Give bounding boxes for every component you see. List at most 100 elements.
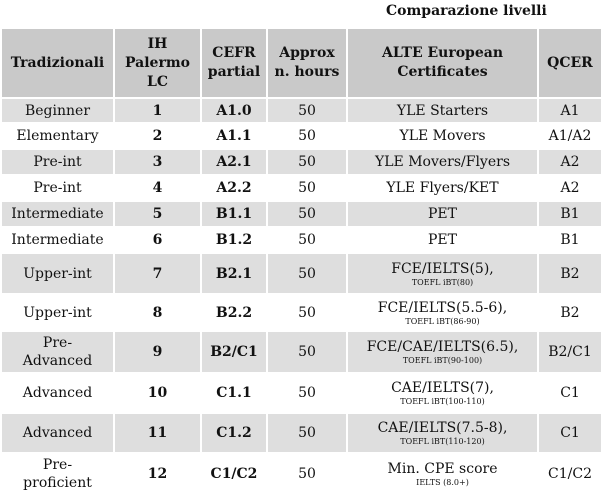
table-row: Pre-proficient 12 C1/C2 50 Min. CPE score IEL… [0, 452, 601, 496]
ih-cell: 9 [113, 330, 202, 374]
hours-cell: 50 [266, 452, 348, 496]
header-cell: Approx n. hours [266, 27, 348, 99]
cefr-cell: B1.2 [200, 226, 268, 254]
alte-text: CAE/IELTS(7), [391, 380, 494, 396]
qcer-cell: A2 [537, 174, 601, 202]
alte-cell: YLE Flyers/KET [346, 174, 539, 202]
hours-text: 50 [298, 385, 316, 401]
cefr-text: C1.1 [216, 385, 252, 401]
alte-cell: YLE Movers [346, 122, 539, 150]
hours-text: 50 [298, 344, 316, 360]
level-text: Advanced [22, 425, 93, 441]
alte-cell: YLE Movers/Flyers [346, 148, 539, 176]
hours-text: 50 [298, 154, 316, 170]
cefr-cell: B2.1 [200, 252, 268, 295]
title: Comparazione livelli [386, 3, 547, 19]
cefr-cell: C1.1 [200, 372, 268, 414]
ih-text: 5 [152, 206, 163, 222]
level-text: Elementary [16, 128, 99, 144]
note-text: TOEFL iBT(86-90) [405, 316, 480, 326]
hours-cell: 50 [266, 174, 348, 202]
ih-cell: 7 [113, 252, 202, 295]
table-row: Pre-int 4 A2.2 50 YLE Flyers/KET A2 [0, 174, 601, 202]
cefr-cell: A2.1 [200, 148, 268, 176]
qcer-cell: B1 [537, 200, 601, 228]
qcer-cell: A1 [537, 97, 601, 124]
ih-text: 3 [152, 154, 163, 170]
hours-cell: 50 [266, 97, 348, 124]
hours-cell: 50 [266, 372, 348, 414]
qcer-text: A1 [560, 102, 580, 119]
header-row: Tradizionali IH Palermo LC CEFR partial App… [0, 27, 601, 99]
level-text: Pre-proficient [23, 457, 92, 491]
table-row: Pre-Advanced 9 B2/C1 50 FCE/CAE/IELTS(6.5), T… [0, 330, 601, 374]
level-text: Upper-int [23, 265, 92, 282]
alte-text: YLE Starters [396, 102, 489, 119]
cefr-cell: A1.0 [200, 97, 268, 124]
qcer-text: B2 [560, 265, 580, 282]
qcer-text: B2/C1 [548, 344, 592, 360]
hours-text: 50 [298, 180, 316, 196]
alte-text: PET [428, 206, 457, 222]
ih-cell: 3 [113, 148, 202, 176]
cefr-cell: C1/C2 [200, 452, 268, 496]
level-cell: Elementary [0, 122, 115, 150]
qcer-cell: C1/C2 [537, 452, 601, 496]
cefr-text: A1.0 [216, 102, 252, 119]
hours-text: 50 [298, 466, 316, 482]
ih-cell: 1 [113, 97, 202, 124]
level-text: Upper-int [23, 304, 92, 321]
header-cell: CEFR partial [200, 27, 268, 99]
table-body: Beginner 1 A1.0 50 YLE Starters A1 Elementary 2… [0, 97, 601, 496]
level-cell: Pre-int [0, 174, 115, 202]
hours-cell: 50 [266, 226, 348, 254]
cefr-text: A2.2 [216, 180, 252, 196]
note-text: TOEFL iBT(80) [411, 277, 474, 287]
qcer-text: A2 [560, 154, 580, 170]
level-text: Advanced [22, 385, 93, 401]
ih-cell: 11 [113, 412, 202, 454]
qcer-cell: B2/C1 [537, 330, 601, 374]
hours-text: 50 [298, 206, 316, 222]
hours-cell: 50 [266, 412, 348, 454]
hours-cell: 50 [266, 200, 348, 228]
qcer-cell: C1 [537, 412, 601, 454]
header-cell: ALTE European Certificates [346, 27, 539, 99]
qcer-text: C1 [560, 425, 580, 441]
alte-text: FCE/CAE/IELTS(6.5), [366, 339, 519, 355]
alte-cell: YLE Starters [346, 97, 539, 124]
ih-text: 7 [152, 265, 163, 282]
table-row: Elementary 2 A1.1 50 YLE Movers A1/A2 [0, 122, 601, 150]
header-cell: Tradizionali [0, 27, 115, 99]
note-text: IELTS (8.0+) [416, 478, 469, 487]
table-row: Intermediate 6 B1.2 50 PET B1 [0, 226, 601, 254]
cefr-cell: A1.1 [200, 122, 268, 150]
cefr-text: C1/C2 [210, 466, 258, 482]
qcer-text: B2 [560, 304, 580, 321]
ih-text: 10 [147, 385, 168, 401]
header-cell: QCER [537, 27, 601, 99]
table-row: Advanced 10 C1.1 50 CAE/IELTS(7), TOEFL iBT(1… [0, 372, 601, 414]
level-cell: Upper-int [0, 252, 115, 295]
alte-text: YLE Movers/Flyers [374, 154, 511, 170]
ih-text: 9 [152, 344, 163, 360]
alte-cell: FCE/IELTS(5), TOEFL iBT(80) [346, 252, 539, 295]
qcer-text: A2 [560, 180, 580, 196]
levels-table: Tradizionali IH Palermo LC CEFR partial App… [0, 27, 601, 496]
cefr-cell: B2.2 [200, 293, 268, 332]
cefr-text: C1.2 [216, 425, 252, 441]
qcer-cell: B2 [537, 252, 601, 295]
alte-cell: CAE/IELTS(7), TOEFL iBT(100-110) [346, 372, 539, 414]
level-cell: Advanced [0, 372, 115, 414]
alte-text: YLE Movers [399, 128, 486, 144]
table-row: Advanced 11 C1.2 50 CAE/IELTS(7.5-8), TOEFL i… [0, 412, 601, 454]
qcer-cell: A2 [537, 148, 601, 176]
level-cell: Pre-proficient [0, 452, 115, 496]
ih-cell: 12 [113, 452, 202, 496]
qcer-text: C1/C2 [548, 466, 592, 482]
alte-cell: PET [346, 200, 539, 228]
qcer-text: C1 [560, 385, 580, 401]
hours-text: 50 [298, 128, 316, 144]
ih-cell: 8 [113, 293, 202, 332]
ih-text: 6 [152, 232, 163, 248]
